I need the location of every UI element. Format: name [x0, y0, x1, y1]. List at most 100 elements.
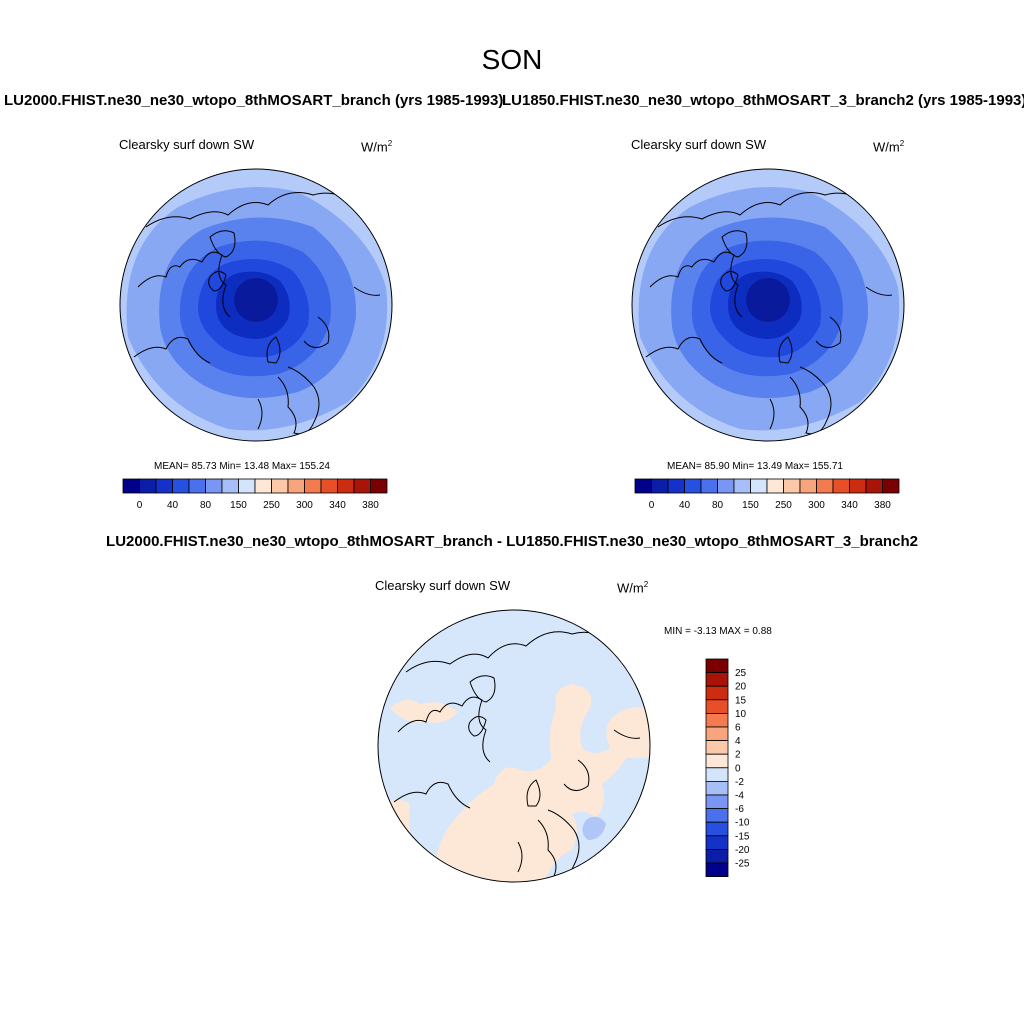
colorbar-tick-label: 250: [775, 500, 792, 511]
colorbar-box: [705, 821, 729, 837]
units-label-left: W/m2: [361, 139, 392, 154]
colorbar-right-boxes: [634, 478, 900, 494]
colorbar-box: [865, 478, 883, 494]
units-label-diff: W/m2: [617, 580, 648, 595]
map-boundary-right: [631, 168, 905, 442]
diff-minmax: MIN = -3.13 MAX = 0.88: [664, 626, 772, 637]
colorbar-box: [155, 478, 173, 494]
colorbar-box: [667, 478, 685, 494]
colorbar-box: [849, 478, 867, 494]
colorbar-tick-label: 250: [263, 500, 280, 511]
units-exponent: 2: [643, 580, 649, 589]
colorbar-tick-label: 300: [808, 500, 825, 511]
colorbar-tick-label: 20: [735, 682, 747, 693]
colorbar-tick-label: -25: [735, 859, 750, 870]
colorbar-box: [221, 478, 239, 494]
colorbar-box: [353, 478, 371, 494]
colorbar-box: [684, 478, 702, 494]
variable-label-left: Clearsky surf down SW: [119, 137, 255, 152]
colorbar-tick-label: -4: [735, 791, 744, 802]
colorbar-tick-label: 150: [230, 500, 247, 511]
colorbar-box: [783, 478, 801, 494]
colorbar-box: [882, 478, 900, 494]
colorbar-tick-label: 40: [679, 500, 691, 511]
colorbar-box: [705, 767, 729, 782]
units-exponent: 2: [387, 139, 393, 148]
map-field-pole: [234, 278, 278, 322]
colorbar-tick-label: 40: [167, 500, 179, 511]
colorbar-box: [188, 478, 206, 494]
colorbar-box: [705, 658, 729, 674]
colorbar-tick-label: 300: [296, 500, 313, 511]
colorbar-box: [271, 478, 289, 494]
colorbar-tick-label: -15: [735, 831, 750, 842]
run-title-left: LU2000.FHIST.ne30_ne30_wtopo_8thMOSART_b…: [4, 92, 504, 109]
units-label-right: W/m2: [873, 139, 904, 154]
colorbar-tick-label: 150: [742, 500, 759, 511]
colorbar-diff-boxes: [705, 658, 729, 878]
colorbar-box: [816, 478, 834, 494]
colorbar-tick-label: -20: [735, 845, 750, 856]
colorbar-box: [238, 478, 256, 494]
colorbar-tick-label: 0: [735, 763, 741, 774]
colorbar-tick-label: 2: [735, 750, 741, 761]
colorbar-tick-label: 4: [735, 736, 741, 747]
colorbar-tick-label: -10: [735, 818, 750, 829]
colorbar-box: [700, 478, 718, 494]
colorbar-box: [705, 740, 729, 755]
colorbar-tick-label: -2: [735, 777, 744, 788]
coastlines-left: [133, 192, 381, 435]
colorbar-box: [705, 672, 729, 687]
diff-field-positive-main: [432, 610, 650, 882]
colorbar-tick-label: 15: [735, 695, 747, 706]
colorbar-box: [287, 478, 305, 494]
colorbar-box: [705, 794, 729, 810]
polar-map-right: [631, 168, 905, 442]
colorbar-left: 0 40 80 150 250 300 340 380: [122, 478, 388, 511]
difference-title: LU2000.FHIST.ne30_ne30_wtopo_8thMOSART_b…: [106, 533, 918, 550]
units-exponent: 2: [899, 139, 905, 148]
run-title-right: LU1850.FHIST.ne30_ne30_wtopo_8thMOSART_3…: [502, 92, 1024, 109]
units-base: W/m: [361, 139, 388, 155]
colorbar-tick-label: 80: [712, 500, 724, 511]
colorbar-box: [799, 478, 817, 494]
map-boundary-left: [119, 168, 393, 442]
colorbar-box: [304, 478, 322, 494]
colorbar-box: [705, 848, 729, 864]
variable-label-diff: Clearsky surf down SW: [375, 578, 511, 593]
colorbar-box: [254, 478, 272, 494]
colorbar-box: [634, 478, 652, 494]
colorbar-box: [705, 808, 729, 823]
variable-label-right: Clearsky surf down SW: [631, 137, 767, 152]
colorbar-tick-label: 340: [329, 500, 346, 511]
colorbar-box: [122, 478, 140, 494]
colorbar-box: [172, 478, 190, 494]
colorbar-box: [832, 478, 850, 494]
colorbar-left-boxes: [122, 478, 388, 494]
colorbar-box: [139, 478, 157, 494]
colorbar-right: 0 40 80 150 250 300 340 380: [634, 478, 900, 511]
colorbar-box: [705, 835, 729, 850]
figure-title: SON: [481, 44, 543, 75]
colorbar-tick-label: -6: [735, 804, 744, 815]
diff-field-positive-west: [390, 699, 458, 723]
colorbar-box: [370, 478, 388, 494]
map-field-pole: [746, 278, 790, 322]
colorbar-box: [705, 753, 729, 769]
colorbar-box: [651, 478, 669, 494]
colorbar-tick-label: 0: [649, 500, 655, 511]
colorbar-box: [205, 478, 223, 494]
colorbar-right-labels: 0 40 80 150 250 300 340 380: [649, 500, 892, 511]
colorbar-tick-label: 80: [200, 500, 212, 511]
colorbar-box: [337, 478, 355, 494]
colorbar-box: [750, 478, 768, 494]
colorbar-tick-label: 25: [735, 668, 747, 679]
polar-map-difference: [377, 609, 651, 883]
colorbar-tick-label: 380: [874, 500, 891, 511]
colorbar-tick-label: 340: [841, 500, 858, 511]
units-base: W/m: [873, 139, 900, 155]
stats-left: MEAN= 85.73 Min= 13.48 Max= 155.24: [154, 461, 330, 472]
colorbar-box: [766, 478, 784, 494]
